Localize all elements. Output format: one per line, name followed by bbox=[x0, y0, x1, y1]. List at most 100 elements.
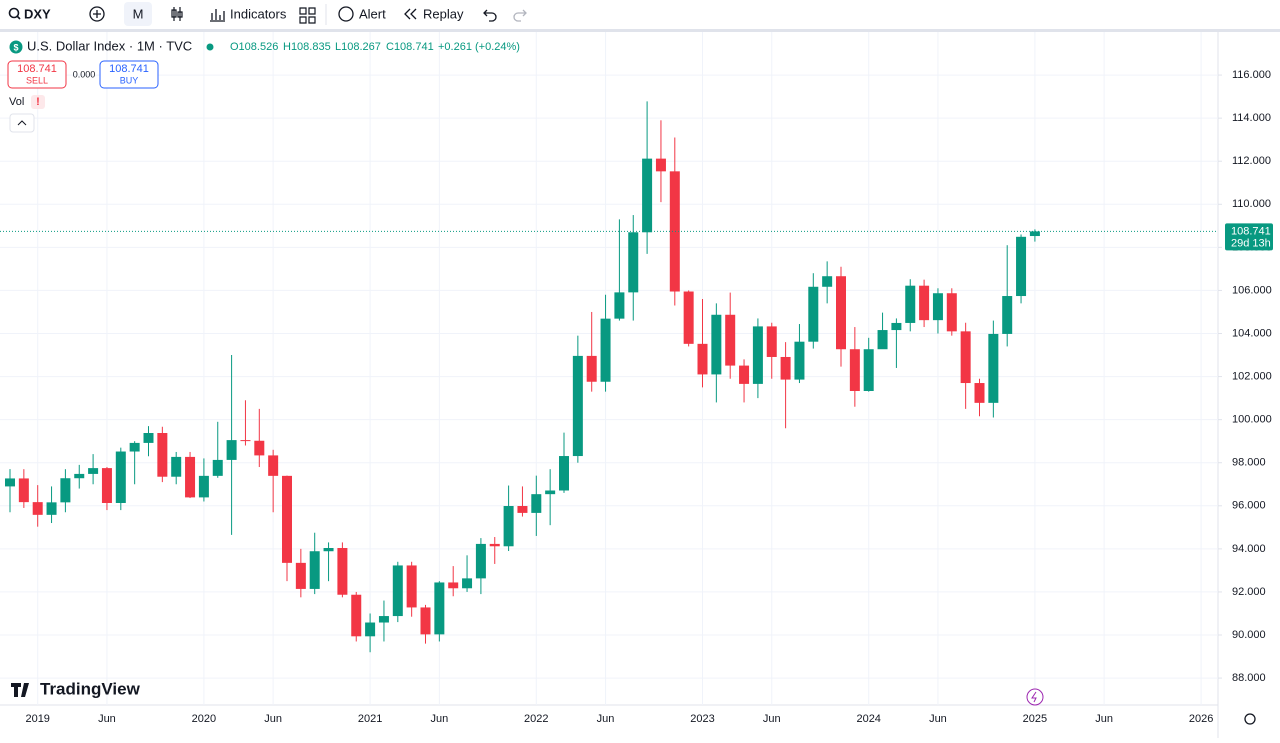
event-marker[interactable] bbox=[1026, 688, 1044, 706]
toolbar: DXY M Indicators Alert Replay bbox=[8, 2, 527, 26]
candle-body bbox=[946, 293, 957, 332]
candle-body bbox=[198, 475, 209, 498]
interval-label[interactable]: M bbox=[133, 6, 144, 21]
buy-button[interactable] bbox=[99, 60, 159, 89]
y-tick-label: 102.000 bbox=[1232, 370, 1272, 382]
redo-button[interactable] bbox=[513, 9, 527, 22]
symbol-button[interactable]: DXY bbox=[24, 6, 51, 21]
candle-body bbox=[988, 333, 999, 403]
candle-body bbox=[88, 468, 99, 474]
search-icon[interactable] bbox=[8, 7, 20, 19]
candle-body bbox=[711, 314, 722, 375]
x-tick-label: 2026 bbox=[1189, 713, 1213, 725]
x-tick-label: 2021 bbox=[358, 713, 382, 725]
x-tick-label: 2022 bbox=[524, 713, 548, 725]
countdown-label: 29d 13h bbox=[1231, 237, 1271, 249]
x-tick-label: Jun bbox=[597, 713, 615, 725]
interval-button[interactable] bbox=[124, 2, 152, 26]
candle-body bbox=[489, 543, 500, 547]
x-tick-label: Jun bbox=[763, 713, 781, 725]
settings-button[interactable] bbox=[1244, 713, 1256, 725]
candle-body bbox=[642, 158, 653, 233]
y-tick-label: 96.000 bbox=[1232, 500, 1266, 512]
candle-body bbox=[628, 232, 639, 293]
x-tick-label: 2020 bbox=[192, 713, 216, 725]
collapse-button[interactable] bbox=[9, 113, 35, 133]
replay-icon bbox=[404, 8, 417, 20]
undo-button[interactable] bbox=[483, 9, 497, 22]
y-tick-label: 112.000 bbox=[1232, 155, 1271, 167]
candle-body bbox=[309, 551, 320, 589]
x-tick-label: Jun bbox=[264, 713, 282, 725]
replay-button[interactable]: Replay bbox=[423, 6, 464, 21]
indicators-button[interactable]: Indicators bbox=[230, 6, 287, 21]
y-tick-label: 104.000 bbox=[1232, 327, 1272, 339]
symbol-logo bbox=[9, 40, 23, 54]
sell-price[interactable]: 108.741 bbox=[17, 63, 57, 75]
x-tick-label: 2023 bbox=[690, 713, 714, 725]
candle-body bbox=[295, 562, 306, 589]
candle-body bbox=[212, 459, 223, 476]
candle-body bbox=[780, 356, 791, 380]
alert-button[interactable]: Alert bbox=[359, 6, 386, 21]
x-tick-label: Jun bbox=[98, 713, 116, 725]
candle-body bbox=[129, 442, 140, 452]
event-icon bbox=[1031, 691, 1037, 703]
sell-label[interactable]: SELL bbox=[26, 75, 48, 85]
candle-body bbox=[974, 383, 985, 403]
legend-open: O108.526 bbox=[230, 41, 278, 53]
candle-body bbox=[960, 331, 971, 384]
candle-body bbox=[268, 455, 279, 476]
candle-body bbox=[462, 578, 473, 589]
candle-body bbox=[725, 314, 736, 366]
volume-label: Vol bbox=[9, 96, 24, 108]
indicators-icon bbox=[210, 9, 225, 22]
y-tick-label: 92.000 bbox=[1232, 586, 1266, 598]
tv-logo bbox=[11, 683, 29, 697]
x-tick-label: 2024 bbox=[856, 713, 880, 725]
x-tick-label: 2025 bbox=[1023, 713, 1047, 725]
candle-body bbox=[766, 326, 777, 357]
compare-button[interactable] bbox=[89, 6, 105, 22]
legend-high: H108.835 bbox=[283, 41, 331, 53]
candle-body bbox=[115, 451, 126, 503]
candle-body bbox=[586, 355, 597, 382]
collapse-icon bbox=[17, 120, 27, 126]
candle-body bbox=[226, 440, 237, 460]
compare-icon bbox=[93, 10, 101, 18]
volume-warning-icon: ! bbox=[36, 96, 40, 108]
candle-body bbox=[614, 292, 625, 319]
candle-body bbox=[863, 349, 874, 392]
candle-body bbox=[475, 543, 486, 579]
candle-body bbox=[365, 622, 376, 637]
candles bbox=[5, 101, 1040, 653]
legend-change: +0.261 (+0.24%) bbox=[438, 41, 520, 53]
last-price-badge bbox=[1225, 223, 1273, 251]
y-tick-label: 114.000 bbox=[1232, 112, 1271, 124]
volume-warning[interactable] bbox=[31, 95, 45, 109]
buy-label[interactable]: BUY bbox=[120, 75, 139, 85]
buy-price[interactable]: 108.741 bbox=[109, 63, 149, 75]
candle-body bbox=[143, 433, 154, 443]
y-tick-label: 94.000 bbox=[1232, 543, 1266, 555]
x-tick-label: Jun bbox=[1095, 713, 1113, 725]
candle-body bbox=[572, 355, 583, 457]
templates-button[interactable] bbox=[299, 7, 316, 24]
grid bbox=[0, 32, 1218, 705]
y-tick-label: 98.000 bbox=[1232, 457, 1266, 469]
sell-button[interactable] bbox=[7, 60, 67, 89]
candle-body bbox=[392, 565, 403, 617]
candle-body bbox=[32, 502, 43, 515]
search-icon-handle bbox=[16, 15, 21, 20]
candle-body bbox=[378, 616, 389, 623]
candle-body bbox=[185, 456, 196, 498]
candle-body bbox=[932, 293, 943, 321]
chart-type-button[interactable] bbox=[171, 7, 183, 21]
candle-body bbox=[808, 286, 819, 342]
candle-body bbox=[282, 475, 292, 563]
candle-body bbox=[739, 365, 750, 384]
x-tick-label: Jun bbox=[929, 713, 947, 725]
candle-body bbox=[18, 478, 29, 503]
